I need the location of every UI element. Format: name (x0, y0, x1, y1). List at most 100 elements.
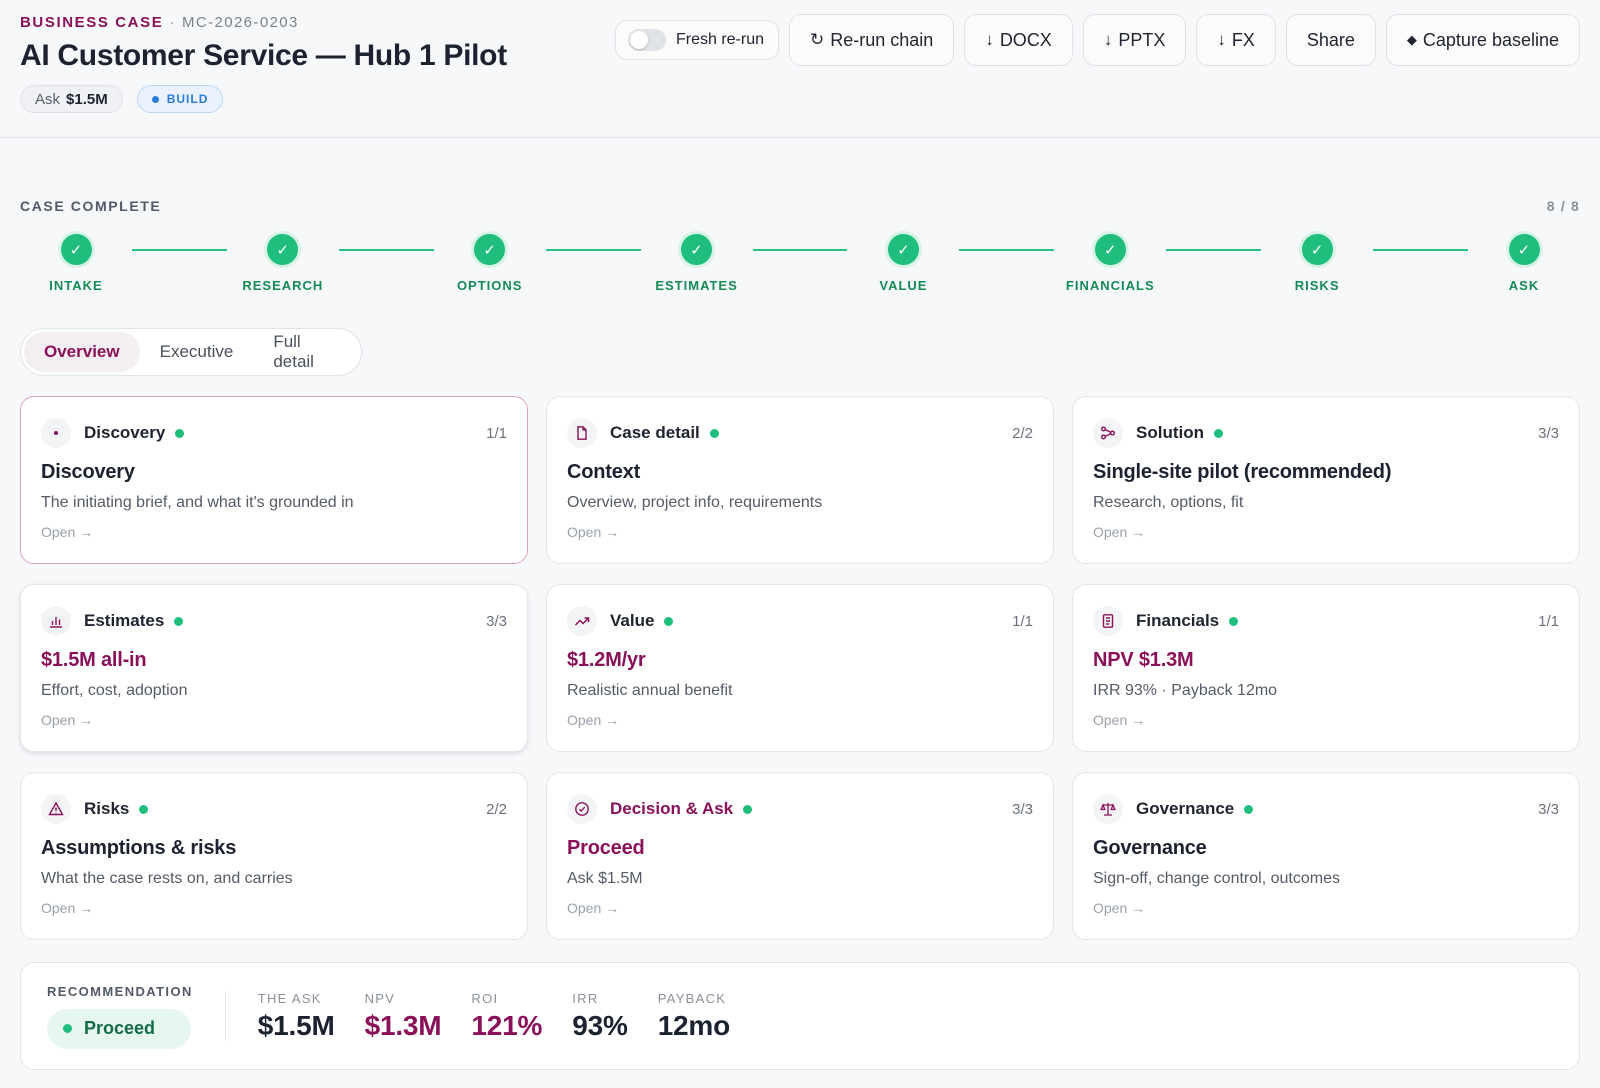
card-open-link[interactable]: Open → (1093, 712, 1146, 728)
ledger-icon (1093, 606, 1123, 636)
metric-roi: ROI 121% (471, 991, 542, 1042)
stage-badge: BUILD (136, 85, 224, 113)
fresh-rerun-toggle[interactable]: Fresh re-run (614, 20, 779, 60)
step-label: RISKS (1294, 278, 1340, 293)
card-progress: 1/1 (1012, 612, 1033, 630)
fx-download-button[interactable]: ↓ FX (1196, 14, 1276, 66)
card-open-link[interactable]: Open → (567, 900, 620, 916)
divider (224, 991, 226, 1041)
card-category: Value (610, 611, 655, 630)
card-open-link[interactable]: Open → (41, 524, 94, 540)
card-category: Solution (1136, 423, 1204, 442)
card-open-link[interactable]: Open → (1093, 524, 1146, 540)
case-progress: CASE COMPLETE 8 / 8 ✓ INTAKE ✓ RESEARCH ✓ OPT… (20, 198, 1580, 304)
step-risks[interactable]: ✓ RISKS (1247, 234, 1387, 293)
card-open-link[interactable]: Open → (41, 712, 94, 728)
card-title: Context (567, 461, 641, 483)
card-category: Risks (84, 799, 130, 818)
metric-label: NPV (364, 990, 396, 1006)
card-decision-ask[interactable]: Decision & Ask 3/3 Proceed Ask $1.5M Open → (546, 772, 1054, 940)
step-label: OPTIONS (456, 278, 523, 293)
card-risks[interactable]: Risks 2/2 Assumptions & risks What the case… (20, 772, 528, 940)
step-estimates[interactable]: ✓ ESTIMATES (627, 234, 767, 293)
rerun-chain-label: Re-run chain (830, 29, 934, 50)
step-financials[interactable]: ✓ FINANCIALS (1040, 234, 1180, 293)
step-label: FINANCIALS (1065, 278, 1155, 293)
card-governance[interactable]: Governance 3/3 Governance Sign-off, change … (1072, 772, 1580, 940)
step-connector (959, 249, 1055, 251)
progress-count: 8 / 8 (1546, 198, 1580, 214)
metric-value: 12mo (657, 1009, 731, 1041)
card-title: Assumptions & risks (41, 837, 237, 859)
step-research[interactable]: ✓ RESEARCH (213, 234, 353, 293)
document-icon (567, 418, 597, 448)
card-case-detail[interactable]: Case detail 2/2 Context Overview, project i… (546, 396, 1054, 564)
capture-baseline-button[interactable]: ◆ Capture baseline (1385, 14, 1580, 66)
card-progress: 3/3 (1538, 800, 1559, 818)
metric-irr: IRR 93% (572, 991, 628, 1042)
card-subtitle: What the case rests on, and carries (41, 870, 293, 887)
metric-value: 121% (471, 1009, 543, 1041)
card-open-link[interactable]: Open → (1093, 900, 1146, 916)
metric-value: $1.5M (257, 1009, 335, 1041)
step-label: VALUE (879, 278, 928, 293)
diamond-icon: ◆ (1406, 32, 1417, 47)
card-value[interactable]: Value 1/1 $1.2M/yr Realistic annual benefit… (546, 584, 1054, 752)
recommendation-badge: Proceed (47, 1008, 191, 1049)
metric-label: PAYBACK (657, 990, 727, 1006)
card-solution[interactable]: Solution 3/3 Single-site pilot (recommende… (1072, 396, 1580, 564)
card-title: Discovery (41, 461, 135, 483)
tab-full-detail[interactable]: Full detail (273, 332, 314, 371)
card-estimates[interactable]: Estimates 3/3 $1.5M all-in Effort, cost, ad… (20, 584, 528, 752)
section-cards: Discovery 1/1 Discovery The initiating brie… (20, 396, 1580, 940)
status-dot-icon (1229, 616, 1239, 626)
page-title: AI Customer Service — Hub 1 Pilot (20, 39, 507, 72)
card-open-link[interactable]: Open → (567, 524, 620, 540)
step-intake[interactable]: ✓ INTAKE (6, 234, 146, 293)
card-open-link[interactable]: Open → (41, 900, 94, 916)
trend-up-icon (567, 606, 597, 636)
card-discovery[interactable]: Discovery 1/1 Discovery The initiating brie… (20, 396, 528, 564)
pptx-download-button[interactable]: ↓ PPTX (1082, 14, 1187, 66)
status-dot-icon (743, 804, 753, 814)
pptx-label: PPTX (1118, 29, 1166, 50)
card-subtitle: Ask $1.5M (567, 870, 643, 887)
step-connector (1166, 249, 1262, 251)
card-title: Governance (1093, 837, 1207, 859)
status-dot-icon (709, 428, 719, 438)
recommendation-block: RECOMMENDATION Proceed (47, 984, 193, 1049)
check-icon: ✓ (60, 234, 92, 265)
step-connector (1373, 249, 1468, 251)
step-value[interactable]: ✓ VALUE (833, 234, 973, 293)
status-dot-icon (664, 616, 674, 626)
check-icon: ✓ (1508, 234, 1540, 265)
card-progress: 1/1 (1538, 612, 1559, 630)
status-dot-icon (1244, 804, 1254, 814)
card-category: Decision & Ask (610, 799, 734, 818)
step-ask[interactable]: ✓ ASK (1454, 234, 1594, 293)
ask-chip-value: $1.5M (66, 90, 108, 108)
card-financials[interactable]: Financials 1/1 NPV $1.3M IRR 93% · Payback … (1072, 584, 1580, 752)
card-category: Governance (1136, 799, 1235, 818)
step-connector (338, 249, 434, 251)
metric-ask: THE ASK $1.5M (258, 991, 335, 1042)
card-open-link[interactable]: Open → (567, 712, 620, 728)
step-options[interactable]: ✓ OPTIONS (420, 234, 560, 293)
share-button[interactable]: Share (1285, 14, 1376, 66)
card-subtitle: Research, options, fit (1093, 494, 1244, 511)
status-dot-icon (63, 1024, 72, 1033)
status-dot-icon (1213, 428, 1223, 438)
card-progress: 3/3 (1012, 800, 1033, 818)
rerun-chain-button[interactable]: ↻ Re-run chain (789, 14, 955, 66)
page-header: BUSINESS CASE · MC-2026-0203 AI Customer… (0, 0, 1600, 138)
tab-overview[interactable]: Overview (24, 332, 140, 372)
card-title: NPV $1.3M (1093, 649, 1194, 671)
toolbar: Fresh re-run ↻ Re-run chain ↓ DOCX ↓ PPT… (614, 14, 1580, 66)
docx-download-button[interactable]: ↓ DOCX (964, 14, 1073, 66)
card-subtitle: IRR 93% · Payback 12mo (1093, 682, 1278, 699)
recommendation-value: Proceed (84, 1018, 156, 1038)
card-title: Single-site pilot (recommended) (1093, 461, 1392, 483)
toggle-switch-icon[interactable] (627, 29, 666, 51)
tab-executive[interactable]: Executive (159, 342, 234, 361)
card-progress: 2/2 (486, 800, 507, 818)
